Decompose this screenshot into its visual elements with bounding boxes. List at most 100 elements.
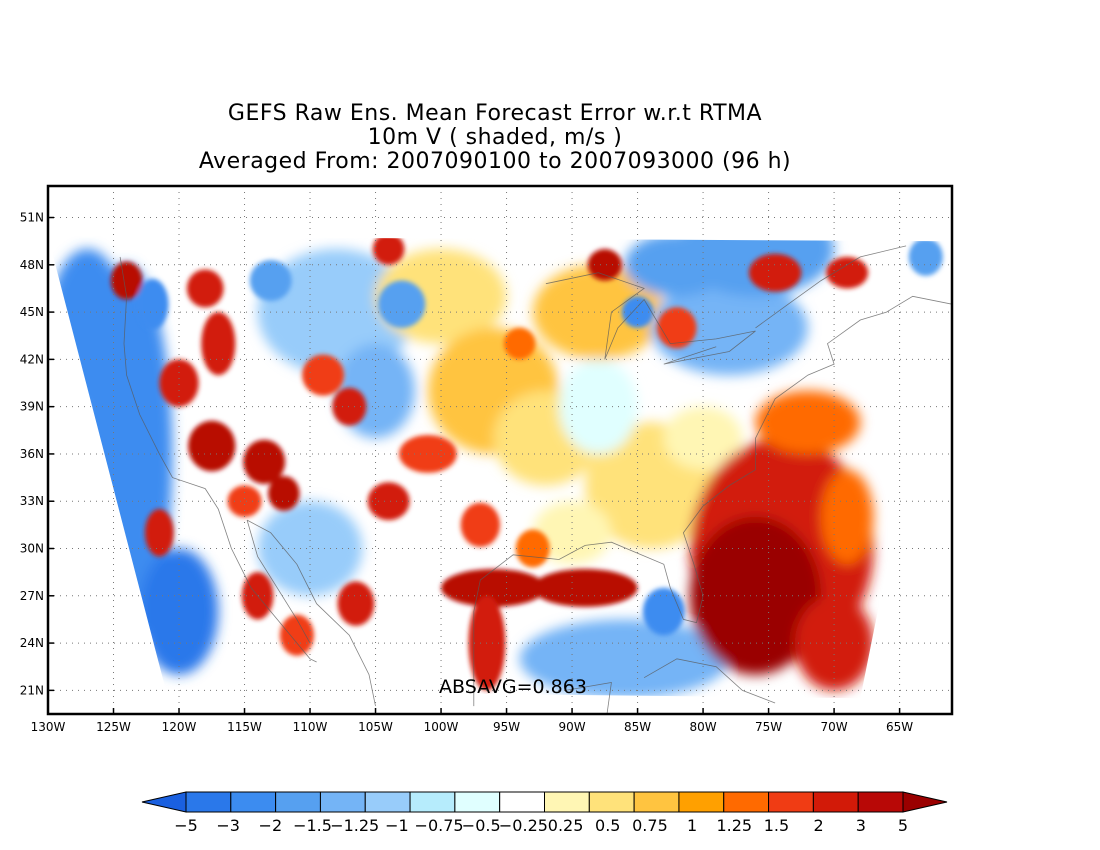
lat-label-39N: 39N	[20, 400, 44, 414]
coastline-gulf-coast	[473, 295, 952, 707]
field-region-1	[139, 548, 219, 675]
field-cell-9	[110, 261, 143, 300]
field-cell-13	[399, 434, 457, 473]
field-cell-6	[159, 359, 199, 407]
lon-label-85W: 85W	[624, 720, 651, 734]
lat-lon-grid	[48, 186, 952, 714]
lat-label-33N: 33N	[20, 494, 44, 508]
coastline-hudson-st-lawrence	[755, 245, 907, 329]
coastlines	[119, 245, 952, 714]
colorbar-swatch-3	[275, 791, 321, 813]
chart-title: GEFS Raw Ens. Mean Forecast Error w.r.t …	[0, 102, 990, 174]
field-cell-0	[441, 568, 546, 607]
colorbar-label-16: 3	[856, 816, 866, 835]
colorbar-label-9: 0.25	[548, 816, 584, 835]
field-cell-12	[367, 482, 410, 521]
field-region-5	[257, 501, 363, 596]
lon-label-115W: 115W	[227, 720, 262, 734]
field-cell-5	[268, 475, 300, 511]
field-cell-17	[515, 529, 550, 568]
colorbar-label-8: −0.25	[499, 816, 548, 835]
field-cell-15	[227, 485, 262, 518]
field-cell-11	[332, 387, 367, 426]
latitude-labels: 51N 48N 45N 42N 39N 36N 33N 30N 27N 24N 21N	[20, 211, 54, 697]
colorbar-swatch-10	[588, 791, 635, 813]
lon-label-125W: 125W	[96, 720, 131, 734]
field-cell-1	[532, 568, 638, 607]
coastline-baja-east	[246, 519, 311, 644]
field-region-12	[650, 280, 808, 376]
lat-label-30N: 30N	[20, 542, 44, 556]
field-cell-22	[372, 236, 405, 265]
shaded-error-field	[48, 236, 952, 699]
colorbar-swatch-7	[454, 791, 501, 813]
colorbar-swatch-6	[409, 791, 456, 813]
lat-label-24N: 24N	[20, 636, 44, 650]
field-cell-19	[657, 307, 697, 349]
coastline-yucatan	[565, 682, 612, 714]
field-region-21	[820, 469, 874, 565]
field-cell-27	[137, 278, 169, 330]
colorbar-label-7: −0.5	[462, 816, 501, 835]
field-cell-16	[460, 502, 500, 547]
colorbar-swatch-2	[230, 791, 277, 813]
field-cell-7	[201, 312, 236, 376]
lat-label-45N: 45N	[20, 305, 44, 319]
colorbar-label-0: −5	[174, 816, 198, 835]
colorbar-label-2: −2	[259, 816, 283, 835]
colorbar-label-15: 2	[814, 816, 824, 835]
colorbar-label-5: −1	[385, 816, 409, 835]
colorbar-label-17: 5	[898, 816, 908, 835]
coastline-great-lakes	[545, 272, 756, 365]
field-cell-3	[188, 420, 236, 472]
colorbar-swatch-9	[544, 791, 590, 813]
coastline-us-west-coast	[119, 256, 317, 663]
absavg-annotation: ABSAVG=0.863	[439, 676, 587, 698]
lon-label-70W: 70W	[821, 720, 848, 734]
lon-label-105W: 105W	[358, 720, 393, 734]
field-cell-29	[378, 280, 426, 328]
colorbar-label-14: 1.5	[764, 816, 789, 835]
colorbar-label-3: −1.5	[293, 816, 332, 835]
lon-label-110W: 110W	[293, 720, 328, 734]
colorbar-upper-arrow	[902, 791, 948, 813]
colorbar-lower-arrow	[141, 791, 187, 813]
lat-label-21N: 21N	[20, 683, 44, 697]
lon-label-130W: 130W	[31, 720, 66, 734]
field-cell-21	[826, 256, 869, 289]
lat-label-48N: 48N	[20, 258, 44, 272]
coastline-mexico-west	[246, 519, 376, 707]
field-region-16	[558, 359, 638, 455]
field-region-19	[689, 516, 821, 675]
map-panel	[48, 186, 952, 714]
field-cell-10	[302, 354, 345, 396]
field-cell-20	[748, 253, 802, 292]
lon-label-95W: 95W	[493, 720, 520, 734]
field-region-22	[755, 390, 861, 455]
colorbar-swatch-15	[812, 791, 859, 813]
field-cell-28	[249, 260, 292, 302]
field-cell-4	[243, 439, 286, 484]
title-line-2: 10m V ( shaded, m/s )	[367, 125, 623, 150]
colorbar-label-11: 0.75	[632, 816, 668, 835]
lon-label-120W: 120W	[162, 720, 197, 734]
lat-label-27N: 27N	[20, 589, 44, 603]
lon-label-75W: 75W	[755, 720, 782, 734]
colorbar-swatch-16	[857, 791, 904, 813]
colorbar-label-6: −0.75	[415, 816, 464, 835]
lon-label-65W: 65W	[886, 720, 913, 734]
colorbar-swatch-4	[319, 791, 366, 813]
lon-label-100W: 100W	[424, 720, 459, 734]
lat-label-42N: 42N	[20, 352, 44, 366]
colorbar-swatch-8	[499, 791, 545, 813]
lon-label-90W: 90W	[558, 720, 585, 734]
colorbar-label-12: 1	[687, 816, 697, 835]
field-cell-23	[144, 509, 174, 557]
colorbar-label-4: −1.25	[330, 816, 379, 835]
colorbar-label-13: 1.25	[716, 816, 752, 835]
colorbar-label-10: 0.5	[595, 816, 620, 835]
lat-label-51N: 51N	[20, 211, 44, 225]
lat-label-36N: 36N	[20, 447, 44, 461]
colorbar-swatch-14	[768, 791, 814, 813]
